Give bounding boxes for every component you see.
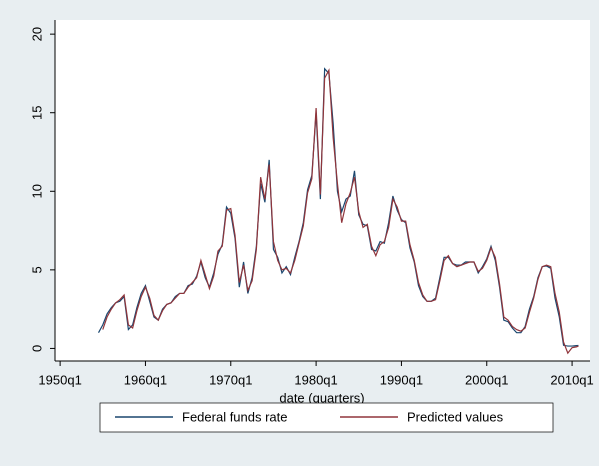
y-tick-label: 15 [29, 105, 44, 119]
y-tick-label: 0 [29, 345, 44, 352]
y-tick-label: 20 [29, 27, 44, 41]
y-tick-label: 5 [29, 266, 44, 273]
x-tick-label: 1990q1 [380, 372, 423, 387]
series-line [102, 68, 579, 355]
x-axis-title: date (quarters) [279, 390, 364, 405]
legend-label: Predicted values [407, 409, 504, 424]
x-tick-label: 1970q1 [209, 372, 252, 387]
x-tick-label: 2010q1 [550, 372, 593, 387]
y-tick-label: 10 [29, 184, 44, 198]
plot-area [55, 20, 590, 361]
x-tick-label: 1950q1 [38, 372, 81, 387]
x-tick-label: 1960q1 [124, 372, 167, 387]
x-tick-label: 2000q1 [465, 372, 508, 387]
x-tick-label: 1980q1 [294, 372, 337, 387]
legend [99, 402, 554, 433]
legend-label: Federal funds rate [182, 409, 288, 424]
